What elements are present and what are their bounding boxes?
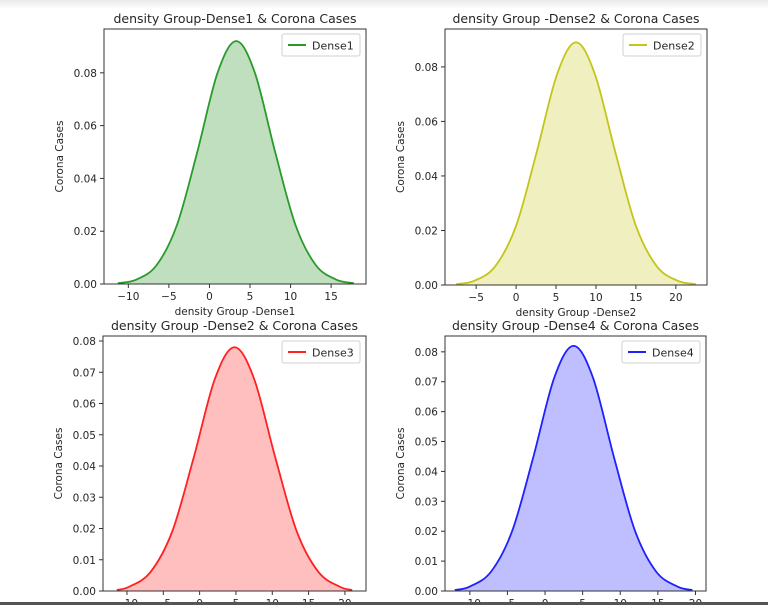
y-tick-label: 0.00 (415, 586, 438, 598)
x-tick-label: 10 (589, 292, 602, 304)
x-tick-label: 0 (542, 598, 549, 605)
y-tick-label: 0.08 (73, 336, 96, 348)
y-tick-label: 0.05 (415, 437, 438, 449)
x-axis-label: density Group -Dense1 (175, 306, 296, 318)
axes-frame (102, 335, 367, 592)
x-tick-label: −5 (500, 598, 515, 605)
x-tick-label: 10 (266, 598, 279, 605)
y-tick-label: 0.08 (415, 347, 438, 359)
y-axis-label: Corona Cases (54, 121, 66, 193)
chart-1: Dense1 −10 −5 0 5 10 15 0.00 0.02 0.04 0.06 0.08 den… (54, 11, 367, 318)
chart-title: density Group -Dense4 & Corona Cases (452, 318, 699, 333)
y-axis-label: Corona Cases (53, 428, 65, 500)
axes-frame (444, 335, 707, 592)
legend: Dense3 (281, 340, 361, 364)
legend: Dense1 (281, 33, 361, 57)
y-tick-label: 0.02 (74, 226, 97, 238)
x-axis-label: density Group -Dense2 (516, 307, 637, 319)
density-area (117, 41, 354, 285)
axes-frame (444, 28, 708, 286)
x-tick-label: 0 (196, 598, 203, 605)
x-tick-label: −10 (117, 291, 139, 303)
y-tick-label: 0.06 (415, 407, 439, 419)
legend: Dense2 (622, 33, 702, 57)
y-tick-label: 0.06 (73, 399, 97, 411)
y-axis-label: Corona Cases (395, 121, 407, 193)
y-axis-label: Corona Cases (395, 428, 407, 500)
x-tick-label: 5 (579, 598, 586, 605)
x-tick-label: 5 (233, 598, 240, 605)
chart-title: density Group -Dense2 & Corona Cases (453, 11, 700, 26)
density-line (454, 344, 693, 591)
y-tick-label: 0.08 (415, 62, 438, 74)
x-tick-label: 15 (324, 291, 337, 303)
y-tick-label: 0.00 (74, 279, 97, 291)
x-tick-label: 20 (338, 598, 351, 605)
legend-frame (281, 340, 361, 364)
y-tick-label: 0.07 (73, 367, 96, 379)
x-tick-label: −10 (459, 598, 481, 605)
y-tick-label: 0.03 (73, 492, 96, 504)
y-tick-label: 0.01 (415, 556, 438, 568)
legend-label: Dense1 (312, 40, 354, 53)
density-line (456, 41, 696, 286)
y-tick-label: 0.04 (73, 461, 97, 473)
y-tick-label: 0.03 (415, 496, 438, 508)
legend: Dense4 (621, 340, 701, 364)
chart-title: density Group -Dense2 & Corona Cases (111, 318, 358, 333)
x-tick-label: 10 (284, 291, 297, 303)
y-tick-label: 0.02 (415, 526, 438, 538)
y-tick-label: 0.04 (415, 466, 439, 478)
x-tick-label: 0 (513, 292, 520, 304)
y-tick-label: 0.00 (73, 586, 96, 598)
y-tick-label: 0.04 (415, 171, 439, 183)
chart-4: Dense4 −10 −5 0 5 10 15 20 0.00 0.01 0.02 0.03 0.04 0… (395, 318, 707, 605)
density-area (454, 345, 693, 591)
x-tick-label: 5 (553, 292, 560, 304)
y-tick-label: 0.02 (415, 225, 438, 237)
chart-2: Dense2 −5 0 5 10 15 20 0.00 0.02 0.04 0.06 0.08 dens… (395, 11, 708, 319)
legend-frame (622, 33, 702, 57)
x-tick-label: 5 (247, 291, 254, 303)
density-area (116, 347, 353, 591)
y-tick-label: 0.06 (415, 116, 439, 128)
axes-frame (103, 28, 367, 285)
x-tick-label: −5 (156, 598, 171, 605)
chart-3: Dense3 −10 −5 0 5 10 15 20 0.00 0.01 0.02 0.03 0.04 0… (53, 318, 367, 605)
x-tick-label: 15 (302, 598, 315, 605)
legend-frame (621, 340, 701, 364)
chart-title: density Group-Dense1 & Corona Cases (113, 11, 356, 26)
density-area (456, 42, 696, 286)
x-tick-label: −10 (116, 598, 138, 605)
legend-label: Dense3 (312, 347, 354, 360)
y-tick-label: 0.02 (73, 524, 96, 536)
y-tick-label: 0.01 (73, 555, 96, 567)
y-tick-label: 0.06 (74, 121, 98, 133)
x-tick-label: 20 (669, 292, 682, 304)
density-line (116, 346, 353, 591)
x-tick-label: 10 (614, 598, 627, 605)
y-tick-label: 0.08 (74, 68, 97, 80)
x-tick-label: 15 (651, 598, 664, 605)
x-tick-label: −5 (468, 292, 483, 304)
y-tick-label: 0.05 (73, 430, 96, 442)
x-tick-label: 15 (629, 292, 642, 304)
x-tick-label: −5 (161, 291, 176, 303)
legend-frame (281, 33, 361, 57)
density-line (117, 40, 355, 285)
y-tick-label: 0.07 (415, 377, 438, 389)
x-tick-label: 0 (206, 291, 213, 303)
legend-label: Dense2 (653, 40, 695, 53)
legend-label: Dense4 (652, 347, 694, 360)
y-tick-label: 0.00 (415, 280, 438, 292)
y-tick-label: 0.04 (74, 173, 98, 185)
window-top-band (0, 0, 768, 9)
x-tick-label: 20 (689, 598, 702, 605)
window-bottom-edge (0, 602, 768, 605)
